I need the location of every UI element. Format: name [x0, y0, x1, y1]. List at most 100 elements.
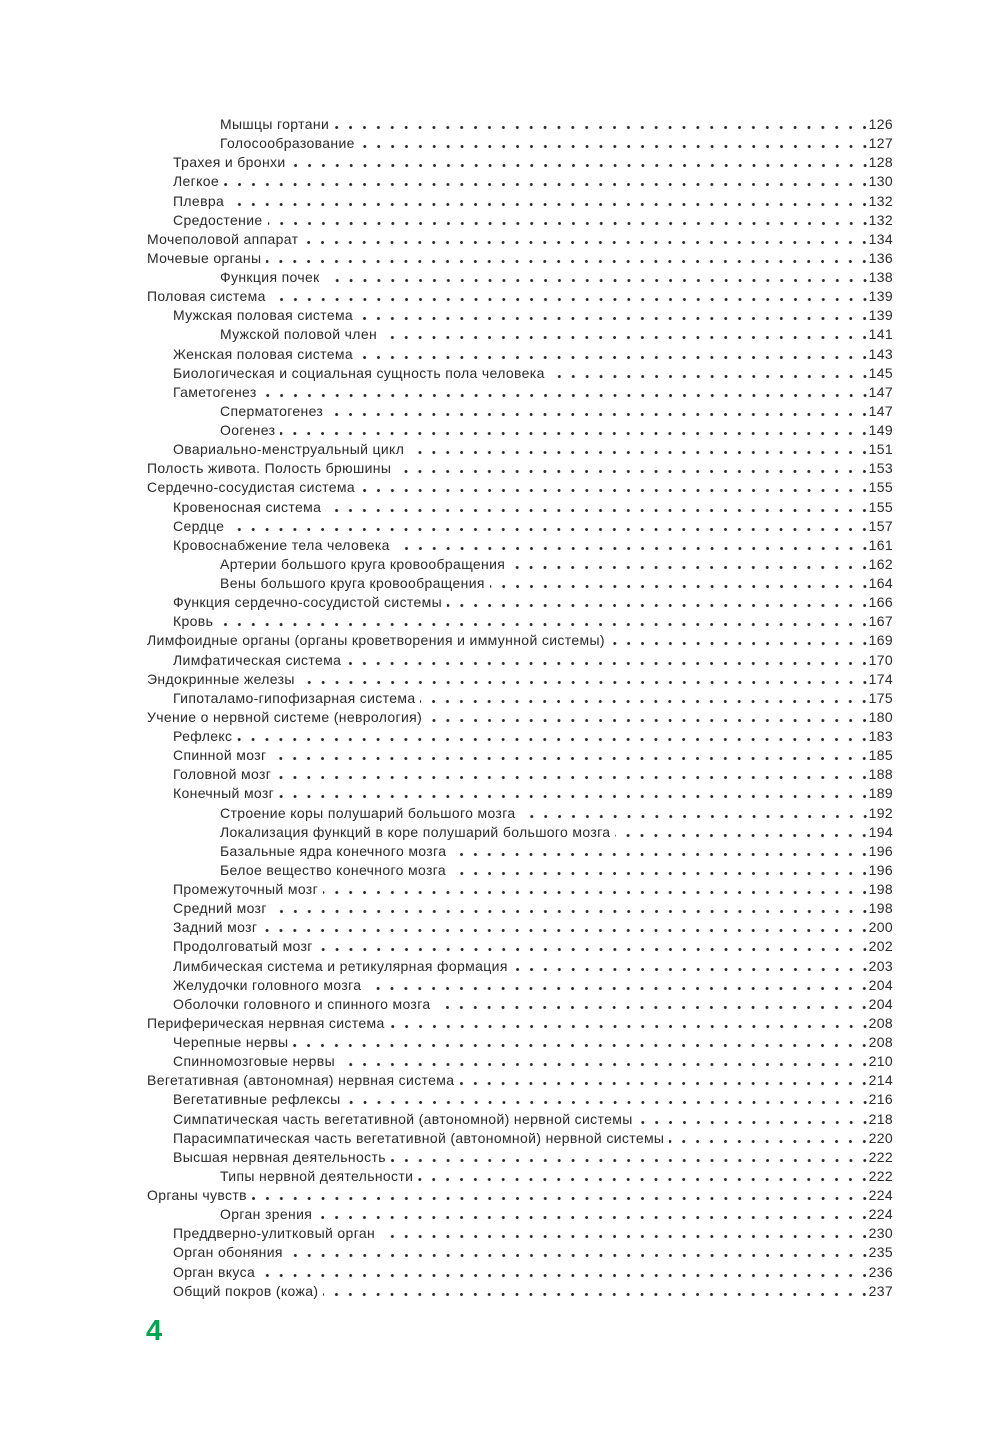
dot-leader — [303, 240, 868, 244]
dot-leader — [280, 432, 868, 435]
toc-entry[interactable]: Кровь 167 — [147, 612, 893, 631]
toc-entry[interactable]: Биологическая и социальная сущность пола… — [147, 364, 893, 383]
toc-entry[interactable]: Парасимпатическая часть вегетативной (ав… — [147, 1129, 893, 1148]
toc-entry-page: 237 — [868, 1282, 893, 1299]
toc-entry-label: Лимбическая система и ретикулярная форма… — [173, 957, 508, 974]
toc-entry[interactable]: Трахея и бронхи 128 — [147, 153, 893, 172]
toc-entry[interactable]: Лимфатическая система 170 — [147, 651, 893, 670]
dot-leader — [323, 891, 868, 894]
dot-leader — [420, 699, 868, 703]
toc-entry[interactable]: Легкое 130 — [147, 172, 893, 191]
toc-entry-page: 170 — [868, 651, 893, 668]
toc-entry-page: 149 — [868, 422, 893, 438]
toc-entry-label: Типы нервной деятельности — [220, 1167, 414, 1184]
toc-entry[interactable]: Конечный мозг 189 — [147, 784, 893, 803]
toc-entry-page: 188 — [868, 766, 893, 783]
toc-entry[interactable]: Сперматогенез 147 — [147, 402, 893, 421]
toc-entry-label: Продолговатый мозг — [173, 938, 313, 955]
toc-entry-label: Учение о нервной системе (неврология) — [147, 708, 423, 725]
toc-entry-page: 192 — [868, 804, 893, 821]
toc-entry[interactable]: Кровеносная система 155 — [147, 498, 893, 517]
page-number: 4 — [146, 1315, 163, 1347]
toc-entry-label: Полость живота. Полость брюшины — [147, 460, 392, 477]
dot-leader — [317, 948, 868, 952]
toc-entry[interactable]: Спинномозговые нервы 210 — [147, 1052, 893, 1071]
toc-entry[interactable]: Эндокринные железы 174 — [147, 670, 893, 689]
toc-entry-label: Средний мозг — [173, 900, 267, 917]
toc-entry[interactable]: Лимфоидные органы (органы кроветворения … — [147, 631, 893, 650]
dot-leader — [293, 1044, 868, 1047]
toc-entry[interactable]: Сердце 157 — [147, 517, 893, 536]
toc-entry[interactable]: Овариально-менструальный цикл 151 — [147, 440, 893, 459]
toc-entry[interactable]: Сердечно-сосудистая система 155 — [147, 478, 893, 497]
toc-entry[interactable]: Желудочки головного мозга 204 — [147, 976, 893, 995]
toc-entry[interactable]: Белое вещество конечного мозга 196 — [147, 861, 893, 880]
toc-entry[interactable]: Лимбическая система и ретикулярная форма… — [147, 957, 893, 976]
toc-entry-label: Голосообразование — [220, 135, 355, 152]
toc-entry[interactable]: Органы чувств 224 — [147, 1186, 893, 1205]
toc-entry[interactable]: Орган зрения 224 — [147, 1205, 893, 1224]
toc-entry[interactable]: Женская половая система 143 — [147, 345, 893, 364]
toc-entry[interactable]: Оогенез 149 — [147, 421, 893, 440]
toc-entry[interactable]: Артерии большого круга кровообращения 16… — [147, 555, 893, 574]
toc-entry[interactable]: Типы нервной деятельности 222 — [147, 1167, 893, 1186]
toc-entry[interactable]: Вены большого круга кровообращения 164 — [147, 574, 893, 593]
toc-entry[interactable]: Мочеполовой аппарат 134 — [147, 230, 893, 249]
toc-entry[interactable]: Симпатическая часть вегетативной (автоно… — [147, 1110, 893, 1129]
toc-entry[interactable]: Локализация функций в коре полушарий бол… — [147, 823, 893, 842]
toc-entry[interactable]: Гипоталамо-гипофизарная система 175 — [147, 689, 893, 708]
toc-entry[interactable]: Черепные нервы 208 — [147, 1033, 893, 1052]
toc-entry[interactable]: Рефлекс 183 — [147, 727, 893, 746]
toc-entry[interactable]: Кровоснабжение тела человека 161 — [147, 536, 893, 555]
toc-entry-page: 214 — [868, 1072, 893, 1089]
dot-leader — [358, 317, 868, 321]
toc-entry-label: Лимфоидные органы (органы кроветворения … — [147, 632, 605, 649]
toc-entry[interactable]: Полость живота. Полость брюшины 153 — [147, 459, 893, 478]
dot-leader — [340, 1063, 868, 1067]
toc-entry-label: Овариально-менструальный цикл — [173, 441, 405, 458]
toc-entry[interactable]: Функция сердечно-сосудистой системы 166 — [147, 593, 893, 612]
toc-entry[interactable]: Промежуточный мозг 198 — [147, 880, 893, 899]
toc-entry-label: Мужской половой член — [220, 326, 378, 343]
toc-entry[interactable]: Спинной мозг 185 — [147, 746, 893, 765]
toc-entry[interactable]: Вегетативная (автономная) нервная систем… — [147, 1071, 893, 1090]
toc-entry[interactable]: Общий покров (кожа) 237 — [147, 1282, 893, 1301]
toc-entry[interactable]: Гаметогенез 147 — [147, 383, 893, 402]
toc-entry-label: Задний мозг — [173, 919, 258, 936]
toc-entry-label: Преддверно-улитковый орган — [173, 1225, 376, 1242]
table-of-contents: Мышцы гортани 126 Голосообразование 127 … — [147, 115, 893, 1301]
toc-entry-label: Легкое — [173, 173, 220, 190]
toc-entry[interactable]: Мышцы гортани 126 — [147, 115, 893, 134]
toc-entry-page: 180 — [868, 708, 893, 725]
toc-entry[interactable]: Периферическая нервная система 208 — [147, 1014, 893, 1033]
toc-entry-page: 196 — [868, 861, 893, 878]
toc-entry-page: 134 — [868, 230, 893, 247]
toc-entry[interactable]: Задний мозг 200 — [147, 918, 893, 937]
toc-entry[interactable]: Головной мозг 188 — [147, 765, 893, 784]
toc-entry[interactable]: Орган обоняния 235 — [147, 1243, 893, 1262]
toc-entry[interactable]: Продолговатый мозг 202 — [147, 937, 893, 956]
toc-entry[interactable]: Плевра 132 — [147, 192, 893, 211]
toc-entry[interactable]: Функция почек 138 — [147, 268, 893, 287]
toc-entry[interactable]: Вегетативные рефлексы 216 — [147, 1090, 893, 1109]
toc-entry[interactable]: Высшая нервная деятельность 222 — [147, 1148, 893, 1167]
toc-entry[interactable]: Средний мозг 198 — [147, 899, 893, 918]
dot-leader — [549, 374, 868, 378]
toc-entry[interactable]: Оболочки головного и спинного мозга 204 — [147, 995, 893, 1014]
toc-entry[interactable]: Половая система 139 — [147, 287, 893, 306]
toc-entry[interactable]: Преддверно-улитковый орган 230 — [147, 1224, 893, 1243]
toc-entry-page: 185 — [868, 747, 893, 764]
toc-entry-label: Кровеносная система — [173, 498, 322, 515]
toc-entry[interactable]: Мужская половая система 139 — [147, 306, 893, 325]
dot-leader — [270, 298, 868, 302]
toc-entry[interactable]: Мочевые органы 136 — [147, 249, 893, 268]
toc-entry[interactable]: Голосообразование 127 — [147, 134, 893, 153]
toc-entry[interactable]: Мужской половой член 141 — [147, 325, 893, 344]
dot-leader — [418, 1177, 868, 1181]
toc-entry-label: Эндокринные железы — [147, 670, 295, 687]
toc-entry[interactable]: Орган вкуса 236 — [147, 1263, 893, 1282]
toc-entry[interactable]: Базальные ядра конечного мозга 196 — [147, 842, 893, 861]
toc-entry[interactable]: Строение коры полушарий большого мозга 1… — [147, 804, 893, 823]
toc-entry[interactable]: Учение о нервной системе (неврология) 18… — [147, 708, 893, 727]
toc-entry[interactable]: Средостение 132 — [147, 211, 893, 230]
